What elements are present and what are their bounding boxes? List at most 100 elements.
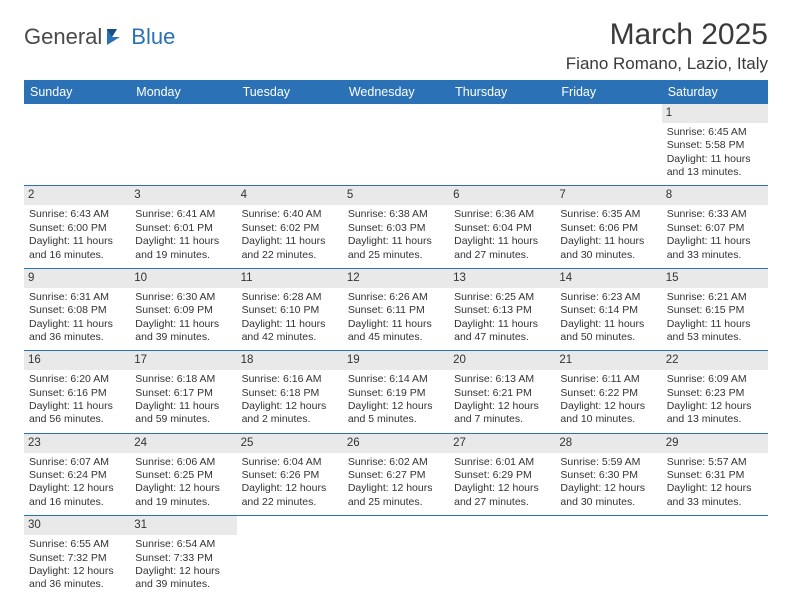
sunset-text: Sunset: 6:15 PM (667, 304, 763, 317)
sunset-text: Sunset: 6:21 PM (454, 387, 550, 400)
logo-text-general: General (24, 24, 102, 50)
logo-text-blue: Blue (131, 24, 175, 50)
day-header-row: Sunday Monday Tuesday Wednesday Thursday… (24, 80, 768, 104)
daylight-text: Daylight: 12 hours and 39 minutes. (135, 565, 231, 592)
daylight-text: Daylight: 11 hours and 39 minutes. (135, 318, 231, 345)
calendar-cell: 20 Sunrise: 6:13 AMSunset: 6:21 PMDayligh… (449, 351, 555, 433)
title-block: March 2025 Fiano Romano, Lazio, Italy (566, 18, 768, 74)
sunrise-text: Sunrise: 6:23 AM (560, 291, 656, 304)
day-number: 20 (449, 351, 555, 370)
sunset-text: Sunset: 6:24 PM (29, 469, 125, 482)
calendar-row: 2Sunrise: 6:43 AMSunset: 6:00 PMDaylight… (24, 186, 768, 268)
daylight-text: Daylight: 11 hours and 33 minutes. (667, 235, 763, 262)
calendar-row: 9Sunrise: 6:31 AMSunset: 6:08 PMDaylight… (24, 268, 768, 350)
sunset-text: Sunset: 6:26 PM (242, 469, 338, 482)
sunrise-text: Sunrise: 6:31 AM (29, 291, 125, 304)
calendar-cell: 25Sunrise: 6:04 AMSunset: 6:26 PMDayligh… (237, 433, 343, 515)
calendar-cell: 9Sunrise: 6:31 AMSunset: 6:08 PMDaylight… (24, 268, 130, 350)
daylight-text: Daylight: 11 hours and 16 minutes. (29, 235, 125, 262)
calendar-cell (449, 104, 555, 186)
calendar-cell (130, 104, 236, 186)
sunset-text: Sunset: 6:11 PM (348, 304, 444, 317)
day-number: 27 (449, 434, 555, 453)
day-number: 29 (662, 434, 768, 453)
calendar-cell: 18Sunrise: 6:16 AMSunset: 6:18 PMDayligh… (237, 351, 343, 433)
daylight-text: Daylight: 12 hours and 36 minutes. (29, 565, 125, 592)
sunrise-text: Sunrise: 6:26 AM (348, 291, 444, 304)
day-number: 21 (555, 351, 661, 370)
sunrise-text: Sunrise: 6:43 AM (29, 208, 125, 221)
sunset-text: Sunset: 6:00 PM (29, 222, 125, 235)
calendar-cell: 17Sunrise: 6:18 AMSunset: 6:17 PMDayligh… (130, 351, 236, 433)
day-number: 18 (237, 351, 343, 370)
daylight-text: Daylight: 12 hours and 25 minutes. (348, 482, 444, 509)
calendar-cell (343, 516, 449, 598)
sunrise-text: Sunrise: 6:11 AM (560, 373, 656, 386)
calendar-cell: 14Sunrise: 6:23 AMSunset: 6:14 PMDayligh… (555, 268, 661, 350)
calendar-cell: 12Sunrise: 6:26 AMSunset: 6:11 PMDayligh… (343, 268, 449, 350)
day-number: 28 (555, 434, 661, 453)
sunrise-text: Sunrise: 6:14 AM (348, 373, 444, 386)
calendar-cell: 11Sunrise: 6:28 AMSunset: 6:10 PMDayligh… (237, 268, 343, 350)
day-number: 5 (343, 186, 449, 205)
page-subtitle: Fiano Romano, Lazio, Italy (566, 54, 768, 74)
calendar-cell (24, 104, 130, 186)
daylight-text: Daylight: 11 hours and 56 minutes. (29, 400, 125, 427)
calendar-cell: 2Sunrise: 6:43 AMSunset: 6:00 PMDaylight… (24, 186, 130, 268)
daylight-text: Daylight: 12 hours and 5 minutes. (348, 400, 444, 427)
calendar-cell: 10Sunrise: 6:30 AMSunset: 6:09 PMDayligh… (130, 268, 236, 350)
daylight-text: Daylight: 12 hours and 10 minutes. (560, 400, 656, 427)
sunrise-text: Sunrise: 6:04 AM (242, 456, 338, 469)
sunrise-text: Sunrise: 6:13 AM (454, 373, 550, 386)
sunset-text: Sunset: 6:19 PM (348, 387, 444, 400)
sunrise-text: Sunrise: 6:01 AM (454, 456, 550, 469)
sunset-text: Sunset: 7:33 PM (135, 552, 231, 565)
sunset-text: Sunset: 7:32 PM (29, 552, 125, 565)
sunrise-text: Sunrise: 6:21 AM (667, 291, 763, 304)
calendar-cell: 27Sunrise: 6:01 AMSunset: 6:29 PMDayligh… (449, 433, 555, 515)
day-number: 15 (662, 269, 768, 288)
sunset-text: Sunset: 6:16 PM (29, 387, 125, 400)
day-number: 9 (24, 269, 130, 288)
calendar-cell: 29Sunrise: 5:57 AMSunset: 6:31 PMDayligh… (662, 433, 768, 515)
calendar-cell (237, 104, 343, 186)
sunset-text: Sunset: 6:06 PM (560, 222, 656, 235)
calendar-cell (237, 516, 343, 598)
sunset-text: Sunset: 6:04 PM (454, 222, 550, 235)
day-number: 14 (555, 269, 661, 288)
daylight-text: Daylight: 12 hours and 27 minutes. (454, 482, 550, 509)
sunset-text: Sunset: 6:10 PM (242, 304, 338, 317)
sunset-text: Sunset: 6:03 PM (348, 222, 444, 235)
day-number: 26 (343, 434, 449, 453)
calendar-cell: 26Sunrise: 6:02 AMSunset: 6:27 PMDayligh… (343, 433, 449, 515)
day-number: 19 (343, 351, 449, 370)
calendar-cell: 13Sunrise: 6:25 AMSunset: 6:13 PMDayligh… (449, 268, 555, 350)
calendar-cell: 4Sunrise: 6:40 AMSunset: 6:02 PMDaylight… (237, 186, 343, 268)
sunset-text: Sunset: 6:07 PM (667, 222, 763, 235)
day-number: 8 (662, 186, 768, 205)
calendar-cell (662, 516, 768, 598)
calendar-cell: 31Sunrise: 6:54 AMSunset: 7:33 PMDayligh… (130, 516, 236, 598)
sunset-text: Sunset: 6:02 PM (242, 222, 338, 235)
daylight-text: Daylight: 12 hours and 7 minutes. (454, 400, 550, 427)
calendar-cell: 7Sunrise: 6:35 AMSunset: 6:06 PMDaylight… (555, 186, 661, 268)
calendar-cell: 23Sunrise: 6:07 AMSunset: 6:24 PMDayligh… (24, 433, 130, 515)
calendar-cell: 5Sunrise: 6:38 AMSunset: 6:03 PMDaylight… (343, 186, 449, 268)
calendar-row: 16Sunrise: 6:20 AMSunset: 6:16 PMDayligh… (24, 351, 768, 433)
daylight-text: Daylight: 12 hours and 22 minutes. (242, 482, 338, 509)
daylight-text: Daylight: 12 hours and 33 minutes. (667, 482, 763, 509)
calendar-cell: 3Sunrise: 6:41 AMSunset: 6:01 PMDaylight… (130, 186, 236, 268)
sunrise-text: Sunrise: 6:35 AM (560, 208, 656, 221)
day-number: 11 (237, 269, 343, 288)
sunset-text: Sunset: 6:17 PM (135, 387, 231, 400)
calendar-cell: 16Sunrise: 6:20 AMSunset: 6:16 PMDayligh… (24, 351, 130, 433)
sunset-text: Sunset: 6:18 PM (242, 387, 338, 400)
sunset-text: Sunset: 6:25 PM (135, 469, 231, 482)
daylight-text: Daylight: 11 hours and 47 minutes. (454, 318, 550, 345)
calendar-cell: 19 Sunrise: 6:14 AMSunset: 6:19 PMDayligh… (343, 351, 449, 433)
sunset-text: Sunset: 6:13 PM (454, 304, 550, 317)
sunset-text: Sunset: 6:09 PM (135, 304, 231, 317)
sunrise-text: Sunrise: 5:57 AM (667, 456, 763, 469)
day-number: 13 (449, 269, 555, 288)
day-number: 23 (24, 434, 130, 453)
